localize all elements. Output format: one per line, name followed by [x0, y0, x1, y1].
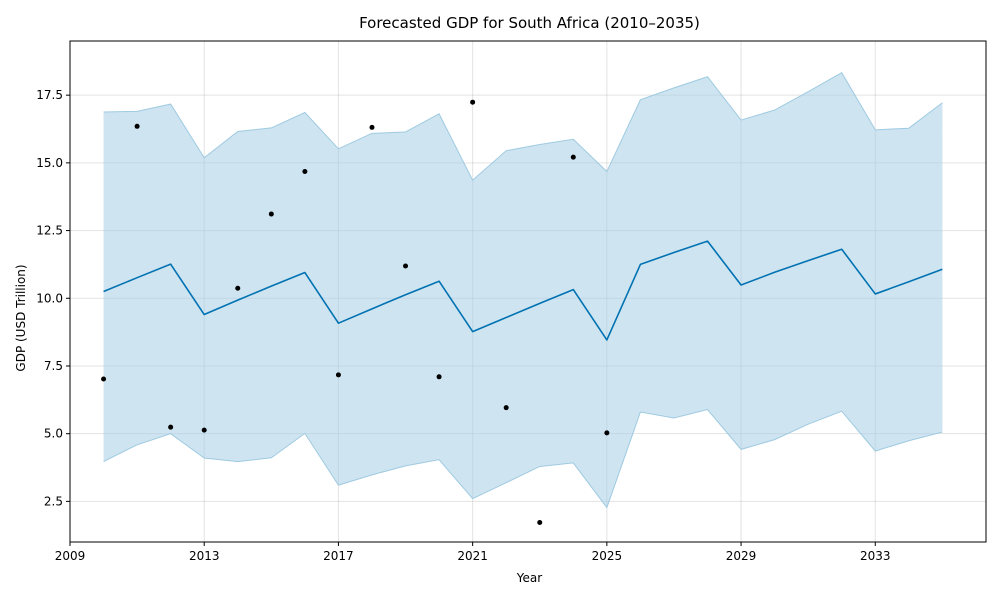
- y-tick-label: 10.0: [36, 291, 63, 305]
- observed-point: [403, 263, 409, 269]
- observed-point: [570, 154, 576, 160]
- x-tick-label: 2029: [726, 549, 757, 563]
- observed-point: [302, 169, 308, 175]
- y-axis-label: GDP (USD Trillion): [14, 264, 28, 371]
- observed-point: [503, 405, 509, 411]
- y-tick-label: 15.0: [36, 156, 63, 170]
- x-axis: 2009 2013 2017 2021 2025 2029 2033: [55, 542, 891, 563]
- observed-point: [268, 211, 274, 217]
- y-axis: 2.5 5.0 7.5 10.0 12.5 15.0 17.5: [36, 88, 70, 508]
- observed-point: [168, 424, 174, 430]
- x-tick-label: 2033: [860, 549, 891, 563]
- x-tick-label: 2021: [457, 549, 488, 563]
- x-axis-label: Year: [516, 571, 542, 585]
- observed-point: [470, 99, 476, 105]
- observed-point: [134, 123, 140, 129]
- y-tick-label: 12.5: [36, 224, 63, 238]
- confidence-band-area: [103, 72, 943, 508]
- observed-point: [604, 430, 610, 436]
- y-tick-label: 5.0: [44, 427, 63, 441]
- band-lower-edge: [103, 409, 943, 509]
- x-tick-label: 2009: [55, 549, 86, 563]
- forecast-line: [103, 240, 943, 341]
- x-tick-label: 2013: [189, 549, 220, 563]
- y-tick-label: 7.5: [44, 359, 63, 373]
- band-upper-edge: [103, 72, 943, 181]
- x-tick-label: 2017: [323, 549, 354, 563]
- observed-point: [335, 372, 341, 378]
- plot-frame: [69, 40, 987, 543]
- confidence-band: [103, 72, 943, 509]
- observed-point: [201, 427, 207, 433]
- x-tick-label: 2025: [592, 549, 623, 563]
- chart-title: Forecasted GDP for South Africa (2010–20…: [359, 14, 700, 32]
- observed-point: [101, 376, 107, 382]
- forecast-series: [103, 240, 943, 341]
- y-tick-label: 2.5: [44, 494, 63, 508]
- observed-point: [369, 124, 375, 130]
- observed-point: [537, 520, 543, 526]
- observed-point: [235, 285, 241, 291]
- observed-point: [436, 374, 442, 380]
- observed-series: [101, 99, 610, 526]
- y-tick-label: 17.5: [36, 88, 63, 102]
